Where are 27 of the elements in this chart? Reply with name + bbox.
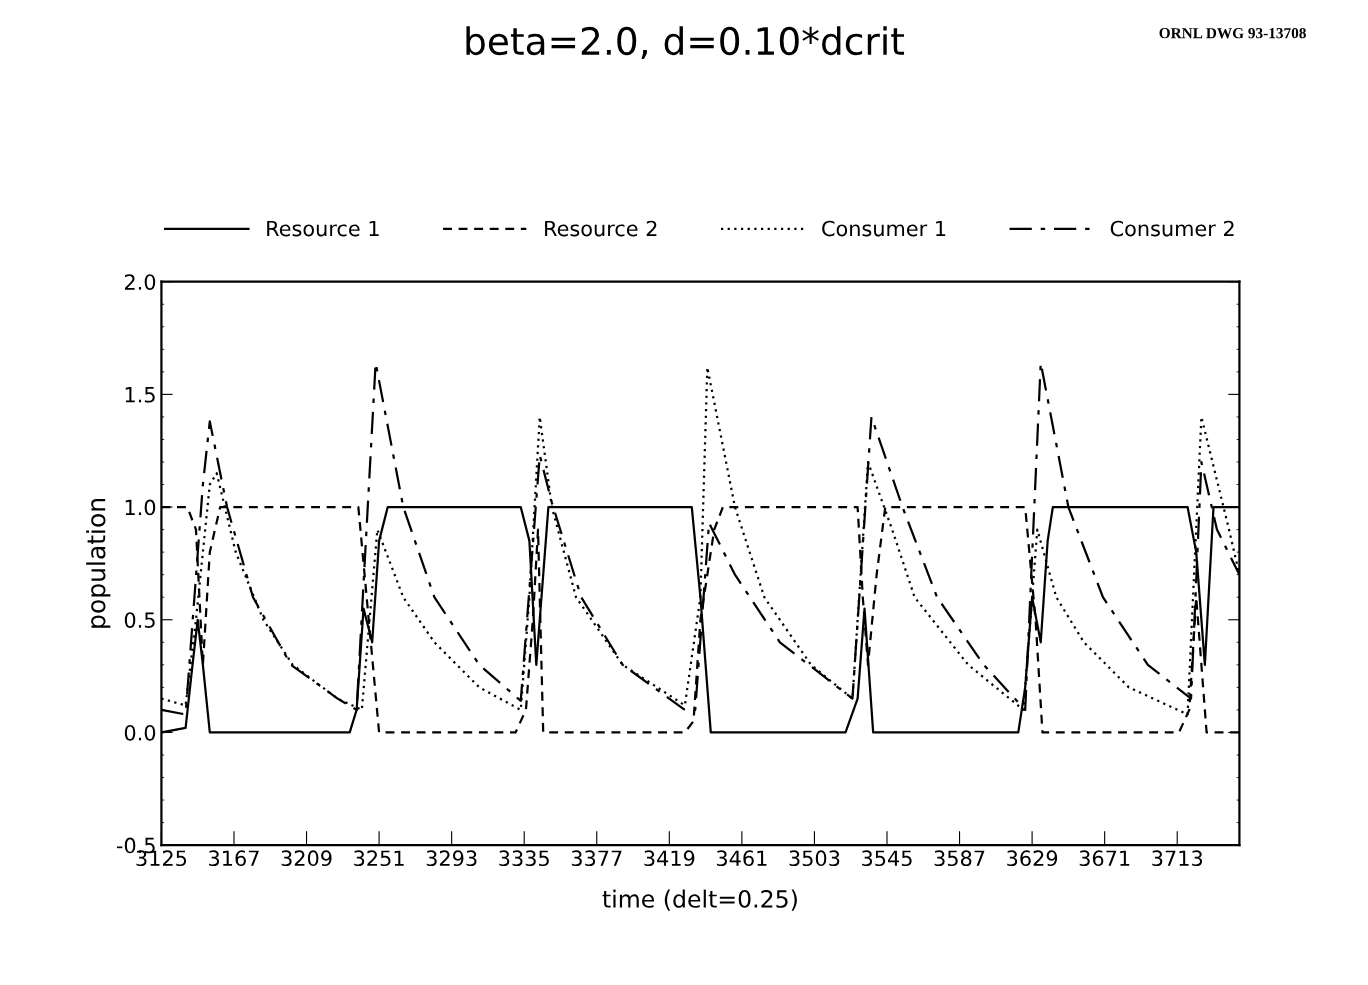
x-tick-label: 3545	[862, 850, 912, 867]
x-tick-label: 3461	[716, 850, 767, 867]
y-axis-title: population	[86, 499, 111, 628]
y-tick-label: 2.0	[124, 274, 156, 290]
x-tick-label: 3419	[644, 850, 695, 867]
y-tick-label: 0.5	[124, 612, 155, 628]
legend-label: Resource 2	[545, 220, 657, 237]
x-tick-label: 3587	[934, 850, 985, 867]
x-tick-label: 3251	[354, 850, 404, 867]
text: ORNL DWG 93-13708	[1159, 27, 1306, 39]
x-tick-label: 3713	[1152, 850, 1203, 867]
x-axis-title: time (delt=0.25)	[602, 889, 797, 911]
x-tick-label: 3629	[1007, 850, 1058, 867]
y-tick-label: 1.0	[125, 499, 156, 516]
x-tick-label: 3671	[1079, 850, 1130, 867]
legend-label: Consumer 1	[822, 220, 946, 237]
y-tick-label: 0.0	[124, 724, 156, 741]
x-tick-label: 3293	[426, 850, 477, 867]
chart-title: beta=2.0, d=0.10*dcrit	[466, 26, 905, 60]
legend-label: Resource 1	[267, 220, 379, 237]
x-tick-label: 3167	[209, 850, 259, 867]
x-tick-label: 3377	[571, 850, 622, 867]
x-tick-label: 3209	[281, 850, 332, 867]
x-tick-label: 3503	[789, 850, 840, 867]
legend-label: Consumer 2	[1110, 220, 1234, 237]
y-tick-label: 1.5	[125, 387, 155, 403]
x-tick-label: 3335	[499, 850, 549, 867]
